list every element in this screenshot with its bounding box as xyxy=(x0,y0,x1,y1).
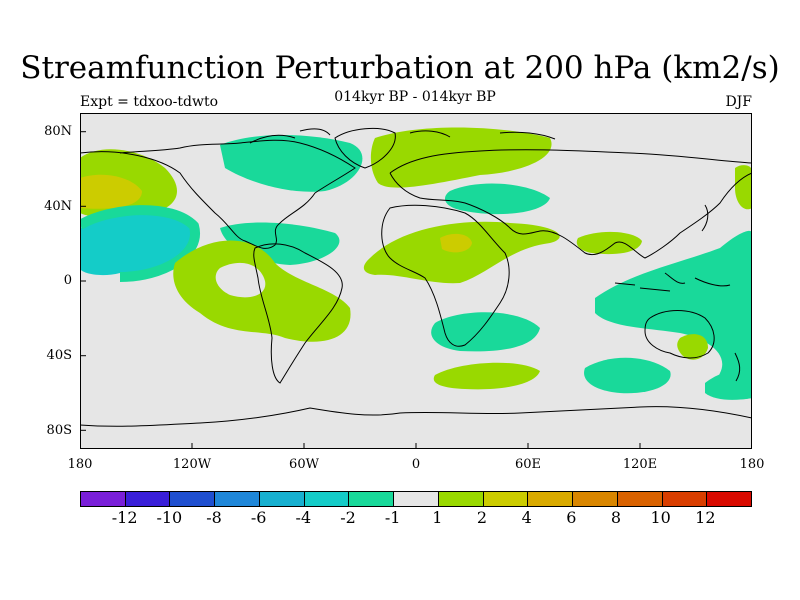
period-label: 014kyr BP - 014kyr BP xyxy=(334,89,496,105)
colorbar-swatch xyxy=(125,492,171,506)
coast-africa xyxy=(381,204,510,347)
colorbar-swatch xyxy=(394,492,439,506)
colorbar-swatch xyxy=(349,492,395,506)
contour-africa-pos2 xyxy=(440,233,472,253)
contour-eurasia-pos xyxy=(735,165,752,210)
plot-title: Streamfunction Perturbation at 200 hPa (… xyxy=(20,50,780,86)
lat-label-40s: 40S xyxy=(46,348,72,363)
coast-arctic-islands xyxy=(249,128,556,144)
contour-saf-neg xyxy=(431,312,540,352)
lon-label-120w: 120W xyxy=(172,457,212,472)
contour-epac-neg-rim xyxy=(80,205,200,282)
contour-sio-neg xyxy=(584,357,671,394)
map-panel xyxy=(80,113,752,449)
colorbar-swatch xyxy=(483,492,529,506)
colorbar xyxy=(80,491,752,507)
coast-australia xyxy=(644,310,715,359)
colorbar-swatch xyxy=(215,492,260,506)
coast-south-america xyxy=(253,243,343,384)
lon-label-0: 0 xyxy=(411,457,421,472)
coast-antarctica xyxy=(80,406,752,427)
lon-label-180e: 180 xyxy=(739,457,765,472)
colorbar-swatch xyxy=(81,492,126,506)
coast-new-zealand xyxy=(734,352,741,382)
contour-natl-neg xyxy=(445,183,550,215)
tick-marks xyxy=(80,131,641,449)
colorbar-swatch xyxy=(707,492,752,506)
colorbar-label: 8 xyxy=(610,508,622,527)
colorbar-label: 4 xyxy=(521,508,532,527)
contour-sam-hole xyxy=(215,262,266,298)
lat-label-eq: 0 xyxy=(63,273,72,288)
lon-label-180w: 180 xyxy=(67,457,93,472)
colorbar-label: 2 xyxy=(476,508,488,527)
colorbar-label: 10 xyxy=(650,508,671,527)
colorbar-label: -10 xyxy=(156,508,183,527)
contour-africa-pos xyxy=(363,221,560,284)
colorbar-label: 12 xyxy=(695,508,716,527)
contour-india-pos xyxy=(576,231,642,255)
lat-label-80n: 80N xyxy=(44,124,72,139)
colorbar-label: 1 xyxy=(432,508,443,527)
colorbar-swatch xyxy=(304,492,350,506)
colorbar-label: -8 xyxy=(206,508,222,527)
lon-label-60w: 60W xyxy=(289,457,319,472)
contour-na-neg xyxy=(220,135,363,192)
colorbar-label: -12 xyxy=(111,508,138,527)
colorbar-swatch xyxy=(170,492,216,506)
contour-aus-pos xyxy=(677,334,708,360)
colorbar-label: 6 xyxy=(566,508,577,527)
colorbar-label: -4 xyxy=(295,508,312,527)
colorbar-swatch xyxy=(528,492,574,506)
colorbar-label: -2 xyxy=(340,508,356,527)
colorbar-label: -6 xyxy=(250,508,267,527)
colorbar-swatch xyxy=(259,492,305,506)
lon-label-120e: 120E xyxy=(622,457,658,472)
coast-greenland xyxy=(334,128,396,169)
coastlines xyxy=(80,128,752,427)
colorbar-swatch xyxy=(662,492,708,506)
lat-label-80s: 80S xyxy=(46,423,72,438)
contour-natl-pos xyxy=(370,127,552,188)
colorbar-swatch xyxy=(573,492,618,506)
experiment-label: Expt = tdxoo-tdwto xyxy=(80,94,219,110)
contour-npac-pos2 xyxy=(80,174,142,209)
contour-wpac-neg xyxy=(595,230,752,400)
contour-epac-neg xyxy=(80,214,192,276)
streamfunction-map xyxy=(80,113,752,449)
colorbar-label: -1 xyxy=(384,508,401,527)
colorbar-swatch xyxy=(438,492,484,506)
season-label: DJF xyxy=(725,94,752,110)
lon-label-60e: 60E xyxy=(514,457,542,472)
coast-japan xyxy=(701,204,709,232)
coast-indonesia xyxy=(614,272,731,292)
contour-swpac-neg xyxy=(705,368,752,400)
contour-sind-pos xyxy=(433,362,540,390)
coast-eurasia xyxy=(389,149,752,259)
lat-label-40n: 40N xyxy=(44,199,72,214)
coast-north-america xyxy=(80,139,356,249)
colorbar-swatch xyxy=(617,492,663,506)
